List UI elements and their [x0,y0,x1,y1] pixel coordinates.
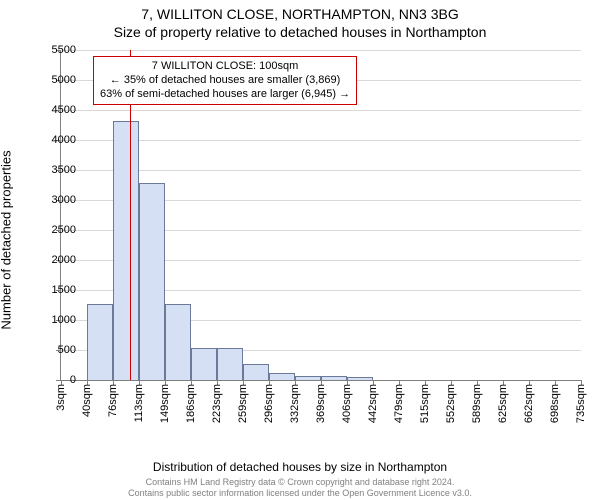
x-tick-label: 296sqm [263,384,275,423]
y-tick-label: 4000 [36,134,76,146]
histogram-bar [295,376,321,380]
gridline [61,50,581,51]
x-tick-label: 406sqm [341,384,353,423]
y-tick-label: 1500 [36,284,76,296]
gridline [61,140,581,141]
x-tick-label: 735sqm [575,384,587,423]
chart-page: 7, WILLITON CLOSE, NORTHAMPTON, NN3 3BG … [0,0,600,500]
x-tick-label: 3sqm [55,384,67,411]
histogram-bar [139,183,165,380]
footer-line-1: Contains HM Land Registry data © Crown c… [146,477,455,487]
y-tick-label: 500 [36,344,76,356]
x-tick-label: 223sqm [211,384,223,423]
x-tick-label: 515sqm [419,384,431,423]
x-tick-label: 259sqm [237,384,249,423]
histogram-bar [347,377,373,380]
x-tick-label: 479sqm [393,384,405,423]
x-tick-label: 40sqm [81,384,93,417]
y-tick-label: 2500 [36,224,76,236]
histogram-bar [191,348,217,380]
y-tick-label: 2000 [36,254,76,266]
annot-line-2: ← 35% of detached houses are smaller (3,… [110,74,341,86]
x-tick-label: 625sqm [497,384,509,423]
histogram-bar [87,304,113,380]
gridline [61,110,581,111]
histogram-bar [217,348,243,380]
histogram-bar [165,304,191,380]
x-tick-label: 149sqm [159,384,171,423]
x-tick-label: 662sqm [523,384,535,423]
x-tick-label: 369sqm [315,384,327,423]
y-tick-label: 5500 [36,44,76,56]
chart-subtitle: Size of property relative to detached ho… [0,24,600,40]
y-tick-label: 3000 [36,194,76,206]
annot-line-3: 63% of semi-detached houses are larger (… [100,88,350,100]
gridline [61,170,581,171]
annot-line-1: 7 WILLITON CLOSE: 100sqm [152,60,299,72]
footer-line-2: Contains public sector information licen… [128,488,472,498]
x-tick-label: 332sqm [289,384,301,423]
x-tick-label: 552sqm [445,384,457,423]
x-tick-label: 113sqm [133,384,145,422]
histogram-bar [321,376,347,380]
x-tick-label: 76sqm [107,384,119,417]
y-axis-label: Number of detached properties [0,150,14,329]
plot-area: 3sqm40sqm76sqm113sqm149sqm186sqm223sqm25… [60,50,581,381]
histogram-bar [269,373,295,380]
histogram-bar [243,364,269,380]
annotation-box: 7 WILLITON CLOSE: 100sqm ← 35% of detache… [93,56,357,105]
y-tick-label: 3500 [36,164,76,176]
histogram-bar [113,121,139,380]
x-tick-label: 589sqm [471,384,483,423]
footer-attribution: Contains HM Land Registry data © Crown c… [0,477,600,498]
x-tick-label: 442sqm [367,384,379,423]
x-tick-label: 186sqm [185,384,197,423]
y-tick-label: 0 [36,374,76,386]
y-tick-label: 4500 [36,104,76,116]
x-tick-label: 698sqm [549,384,561,423]
address-title: 7, WILLITON CLOSE, NORTHAMPTON, NN3 3BG [0,6,600,22]
x-axis-label: Distribution of detached houses by size … [0,460,600,474]
y-tick-label: 5000 [36,74,76,86]
y-tick-label: 1000 [36,314,76,326]
